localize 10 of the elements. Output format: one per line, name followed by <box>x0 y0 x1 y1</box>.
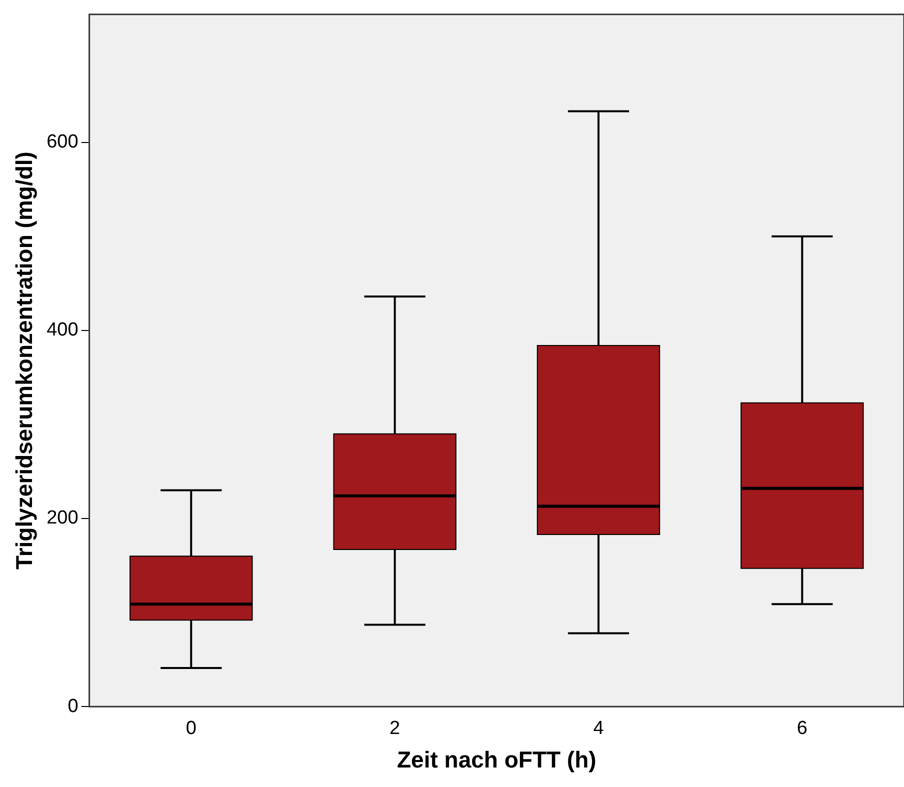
x-tick-label: 4 <box>593 718 604 740</box>
y-tick-label: 400 <box>46 320 78 341</box>
y-tick-label: 200 <box>46 508 78 529</box>
y-axis-title: Triglyzeridserumkonzentration (mg/dl) <box>11 152 38 570</box>
y-tick-label: 0 <box>68 696 78 717</box>
y-tick-label: 600 <box>46 132 78 153</box>
x-tick-label: 2 <box>390 718 400 740</box>
x-tick-label: 0 <box>186 718 196 740</box>
x-axis-title: Zeit nach oFTT (h) <box>396 746 596 773</box>
x-tick-label: 6 <box>796 718 808 740</box>
